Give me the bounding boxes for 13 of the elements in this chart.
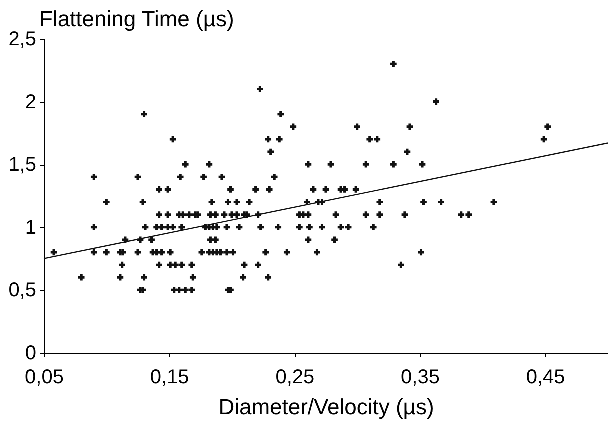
y-tick-label: 1,5 (8, 154, 36, 176)
x-tick-label: 0,15 (150, 366, 190, 388)
x-tick-label: 0,25 (276, 366, 315, 388)
y-tick-label: 2 (25, 91, 36, 114)
x-tick-label: 0,45 (526, 366, 566, 388)
y-tick-label: 2,5 (8, 28, 36, 50)
y-tick-label: 0 (25, 342, 36, 364)
y-axis-title: Flattening Time (µs) (40, 6, 234, 32)
x-tick-label: 0,35 (401, 366, 440, 388)
y-tick-label: 0,5 (8, 280, 36, 302)
x-axis-title: Diameter/Velocity (µs) (218, 394, 434, 420)
y-tick-label: 1 (25, 216, 36, 239)
x-tick-label: 0,05 (25, 366, 64, 388)
